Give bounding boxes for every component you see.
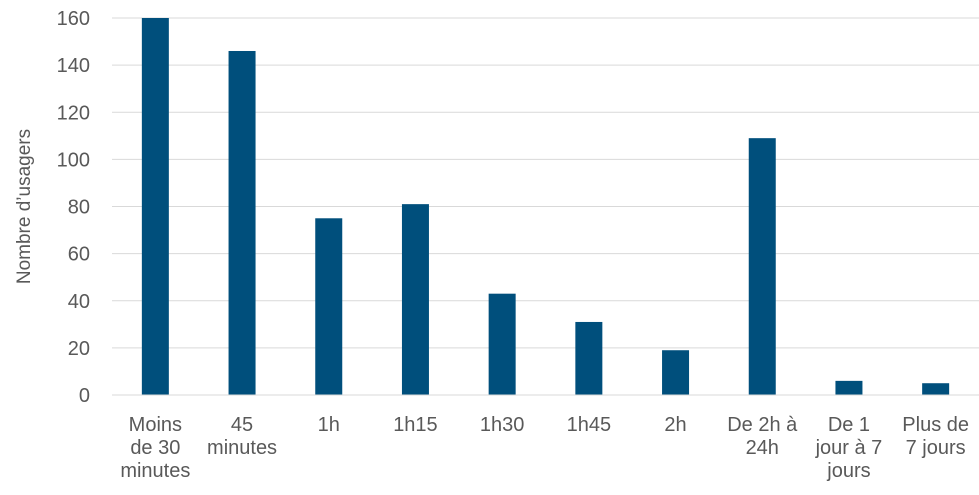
- gridlines: [112, 17, 979, 349]
- x-tick-label-line: jours: [826, 460, 870, 482]
- y-tick-label: 40: [68, 291, 90, 313]
- x-tick-label-line: 24h: [746, 437, 779, 459]
- x-tick-label-line: 1h: [318, 414, 340, 436]
- y-tick-label: 120: [57, 102, 90, 124]
- x-tick-label-line: jour à 7: [815, 437, 883, 459]
- x-tick-label-line: 2h: [664, 414, 686, 436]
- x-tick-label-line: 7 jours: [906, 437, 966, 459]
- bar: [488, 293, 516, 395]
- bars: [141, 18, 950, 396]
- x-tick-label: 1h45: [567, 414, 612, 436]
- x-tick-label: 2h: [664, 414, 686, 436]
- x-tick-label: 45 minutes: [207, 414, 277, 459]
- y-tick-label: 140: [57, 55, 90, 77]
- x-tick-label-line: De 2h à: [727, 414, 798, 436]
- x-tick-label-line: de 30: [130, 437, 180, 459]
- y-tick-label: 0: [79, 385, 90, 407]
- x-tick-label: 1h30: [480, 414, 525, 436]
- x-tick-label: Plus de 7 jours: [902, 414, 969, 459]
- y-tick-label: 60: [68, 244, 90, 266]
- x-tick-label-line: Plus de: [902, 414, 969, 436]
- bar: [662, 350, 690, 395]
- bar: [228, 50, 256, 396]
- x-tick-label-line: minutes: [207, 437, 277, 459]
- y-tick-label: 20: [68, 338, 90, 360]
- bar: [922, 383, 950, 395]
- x-tick-label: 1h: [318, 414, 340, 436]
- x-tick-label-line: 1h15: [393, 414, 438, 436]
- y-tick-label: 160: [57, 8, 90, 30]
- y-axis-label: Nombre d’usagers: [14, 129, 35, 284]
- x-tick-label: Moins de 30 minutes: [120, 414, 190, 482]
- bar: [748, 138, 776, 395]
- y-tick-label: 80: [68, 197, 90, 219]
- x-tick-label: 1h15: [393, 414, 438, 436]
- y-axis-ticks: 0 20 40 60 80 100 120 140 160: [57, 8, 90, 407]
- bar: [835, 380, 863, 395]
- x-tick-label-line: De 1: [828, 414, 870, 436]
- bar: [315, 218, 343, 395]
- x-tick-label-line: 45: [231, 414, 253, 436]
- y-tick-label: 100: [57, 149, 90, 171]
- bar: [141, 18, 169, 395]
- bar: [401, 204, 429, 395]
- bar: [575, 321, 603, 395]
- x-tick-label-line: 1h30: [480, 414, 525, 436]
- x-tick-label-line: 1h45: [567, 414, 612, 436]
- x-tick-label: De 2h à 24h: [727, 414, 798, 459]
- x-tick-label-line: minutes: [120, 460, 190, 482]
- x-tick-label: De 1 jour à 7 jours: [815, 414, 883, 482]
- x-tick-label-line: Moins: [129, 414, 182, 436]
